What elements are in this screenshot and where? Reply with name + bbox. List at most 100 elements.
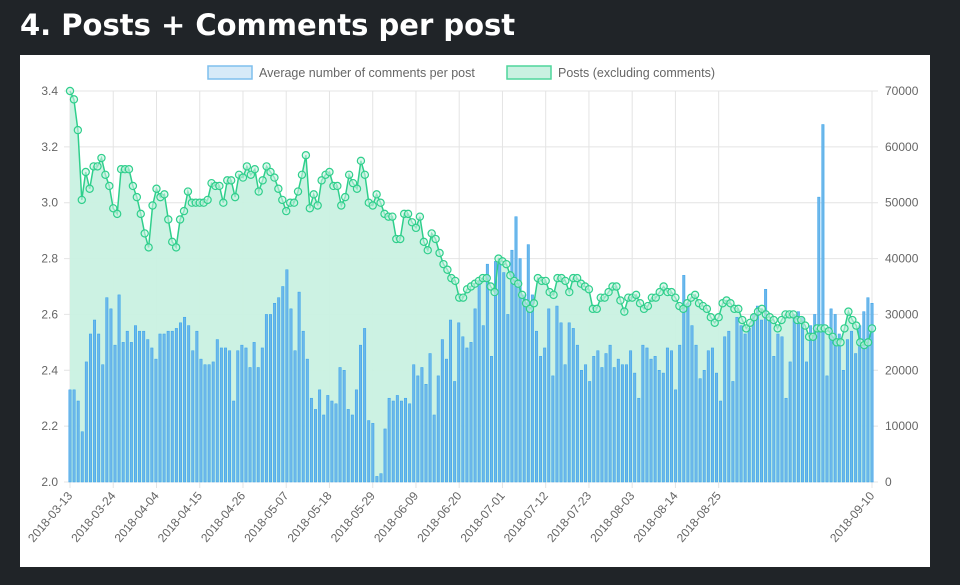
posts-point <box>848 315 857 325</box>
y-right-tick-label: 30000 <box>885 307 919 321</box>
bar-avg-comments <box>309 397 313 483</box>
bar-avg-comments <box>383 428 387 483</box>
bar-avg-comments <box>375 476 379 483</box>
bar-avg-comments <box>555 305 559 483</box>
legend-swatch-comments[interactable] <box>207 65 253 80</box>
posts-point <box>403 209 413 219</box>
bar-avg-comments <box>248 367 252 483</box>
bar-avg-comments <box>101 364 105 483</box>
posts-point <box>246 170 256 179</box>
posts-point <box>254 187 263 196</box>
posts-point <box>867 324 877 333</box>
y-right-tick-label: 40000 <box>885 252 919 266</box>
bar-avg-comments <box>739 325 743 483</box>
bar-avg-comments <box>850 330 854 483</box>
posts-point <box>525 304 535 314</box>
y-right-tick-label: 20000 <box>885 363 919 377</box>
bar-avg-comments <box>637 397 641 483</box>
bar-avg-comments <box>264 314 268 483</box>
posts-point <box>435 248 444 258</box>
bar-avg-comments <box>338 367 342 483</box>
posts-point <box>423 245 432 255</box>
posts-point <box>171 243 181 252</box>
bar-avg-comments <box>354 389 358 483</box>
bar-avg-comments <box>625 364 628 483</box>
posts-point <box>337 201 346 210</box>
bar-avg-comments <box>154 358 158 483</box>
legend-label-posts[interactable]: Posts (excluding comments) <box>558 66 715 80</box>
bar-avg-comments <box>612 367 616 483</box>
posts-point <box>655 287 664 297</box>
y-right-tick-label: 50000 <box>885 196 919 210</box>
bar-avg-comments <box>837 333 841 483</box>
posts-point <box>734 304 743 314</box>
bar-avg-comments <box>813 314 817 483</box>
posts-point <box>513 279 523 288</box>
posts-point <box>777 315 786 325</box>
bar-avg-comments <box>387 397 391 483</box>
y-left-tick-label: 2.6 <box>41 307 58 321</box>
posts-point <box>289 198 299 207</box>
posts-point <box>741 324 751 333</box>
bar-avg-comments <box>412 364 416 483</box>
posts-point <box>683 299 692 308</box>
posts-point <box>800 321 810 330</box>
posts-point <box>419 237 429 247</box>
legend-swatch-posts[interactable] <box>506 65 552 80</box>
posts-point <box>671 293 680 302</box>
bar-avg-comments <box>678 344 682 483</box>
posts-point <box>706 313 716 322</box>
bar-avg-comments <box>502 272 506 483</box>
bar-avg-comments <box>391 400 395 483</box>
bar-avg-comments <box>219 347 223 483</box>
bar-avg-comments <box>469 342 473 483</box>
bar-avg-comments <box>93 319 97 483</box>
posts-point <box>714 313 723 322</box>
bar-avg-comments <box>858 325 862 483</box>
posts-point <box>828 332 837 341</box>
bar-avg-comments <box>191 350 195 483</box>
bar-avg-comments <box>547 308 551 483</box>
posts-point <box>65 86 75 96</box>
bar-avg-comments <box>727 330 731 483</box>
bar-avg-comments <box>252 342 256 483</box>
posts-point <box>152 184 161 193</box>
bar-avg-comments <box>768 319 772 483</box>
bar-avg-comments <box>645 347 649 483</box>
bar-avg-comments <box>653 356 657 483</box>
posts-point <box>250 164 259 174</box>
posts-line <box>65 86 877 350</box>
posts-point <box>458 293 468 302</box>
bar-avg-comments <box>600 367 604 483</box>
bar-avg-comments <box>342 370 346 483</box>
posts-point <box>301 151 311 160</box>
bar-avg-comments <box>297 291 301 483</box>
bar-avg-comments <box>183 316 187 483</box>
bar-avg-comments <box>408 403 412 483</box>
posts-point <box>372 190 381 199</box>
bar-avg-comments <box>244 347 248 483</box>
posts-point <box>85 184 94 193</box>
bar-avg-comments <box>809 325 813 483</box>
bar-avg-comments <box>142 330 146 483</box>
bar-avg-comments <box>723 336 727 483</box>
bar-avg-comments <box>747 328 751 483</box>
posts-point <box>297 170 307 179</box>
bar-avg-comments <box>719 400 723 483</box>
posts-point <box>258 176 267 185</box>
bar-avg-comments <box>751 314 755 483</box>
bar-avg-comments <box>318 389 322 483</box>
bar-avg-comments <box>862 311 866 483</box>
posts-point <box>203 195 212 205</box>
bar-avg-comments <box>174 328 178 483</box>
bar-avg-comments <box>580 370 583 483</box>
bar-avg-comments <box>690 325 694 483</box>
legend-label-comments[interactable]: Average number of comments per post <box>259 66 475 80</box>
posts-point <box>863 338 873 347</box>
legend[interactable]: Average number of comments per post Post… <box>207 65 715 80</box>
bar-avg-comments <box>715 372 718 483</box>
bar-avg-comments <box>416 375 420 483</box>
posts-point <box>415 212 425 221</box>
posts-point <box>572 273 582 283</box>
posts-point <box>502 259 511 269</box>
